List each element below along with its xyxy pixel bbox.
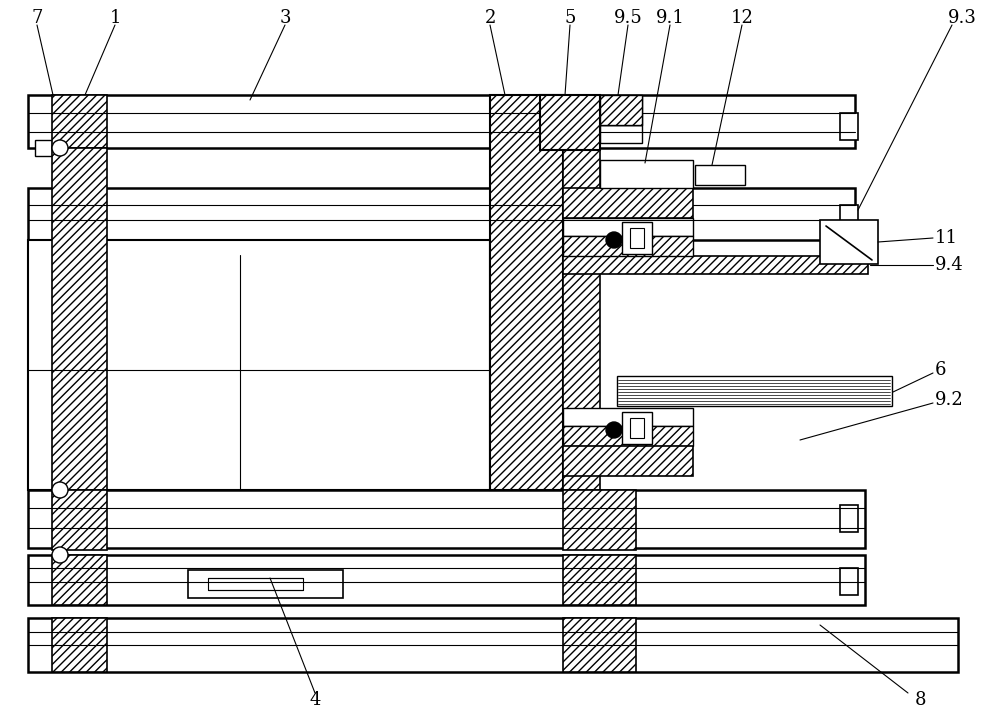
Bar — [630, 228, 644, 248]
Bar — [840, 113, 858, 140]
Bar — [630, 418, 644, 438]
Text: 5: 5 — [564, 9, 576, 27]
Bar — [52, 555, 107, 605]
Bar — [52, 148, 107, 490]
Bar — [563, 256, 868, 274]
Text: 7: 7 — [31, 9, 43, 27]
Text: 1: 1 — [109, 9, 121, 27]
Circle shape — [52, 140, 68, 156]
Bar — [28, 240, 490, 490]
Bar — [28, 188, 855, 240]
Text: 3: 3 — [279, 9, 291, 27]
Text: 11: 11 — [935, 229, 958, 247]
Bar — [840, 205, 858, 232]
Bar — [28, 618, 958, 672]
Bar — [52, 618, 107, 672]
Bar — [563, 618, 636, 672]
Text: 4: 4 — [309, 691, 321, 709]
Bar — [563, 426, 693, 446]
Bar — [28, 490, 865, 548]
Bar — [188, 570, 343, 598]
Bar — [695, 165, 745, 185]
Bar — [600, 95, 642, 125]
Circle shape — [606, 422, 622, 438]
Text: 2: 2 — [484, 9, 496, 27]
Bar — [52, 490, 107, 550]
Text: 8: 8 — [914, 691, 926, 709]
Text: 6: 6 — [935, 361, 946, 379]
Text: 9.2: 9.2 — [935, 391, 964, 409]
Bar — [840, 505, 858, 532]
Bar — [600, 160, 693, 188]
Bar — [622, 412, 652, 444]
Bar — [563, 555, 636, 605]
Bar — [840, 568, 858, 595]
Bar — [617, 376, 892, 406]
Bar — [28, 555, 865, 605]
Bar — [563, 236, 693, 256]
Bar — [540, 95, 600, 150]
Text: 9.3: 9.3 — [948, 9, 976, 27]
Bar — [600, 95, 642, 125]
Bar — [600, 125, 642, 143]
Bar — [820, 220, 878, 264]
Bar — [563, 188, 693, 218]
Bar — [52, 95, 107, 148]
Bar — [35, 140, 52, 156]
Bar — [563, 446, 693, 476]
Bar — [208, 578, 303, 590]
Bar — [563, 148, 600, 490]
Text: 9.5: 9.5 — [614, 9, 642, 27]
Bar — [622, 222, 652, 254]
Circle shape — [606, 232, 622, 248]
Circle shape — [52, 547, 68, 563]
Bar — [490, 95, 563, 490]
Bar — [563, 218, 693, 236]
Bar — [563, 408, 693, 426]
Text: 12: 12 — [731, 9, 753, 27]
Circle shape — [52, 482, 68, 498]
Text: 9.4: 9.4 — [935, 256, 964, 274]
Bar — [28, 95, 855, 148]
Text: 9.1: 9.1 — [656, 9, 684, 27]
Bar — [563, 490, 636, 550]
